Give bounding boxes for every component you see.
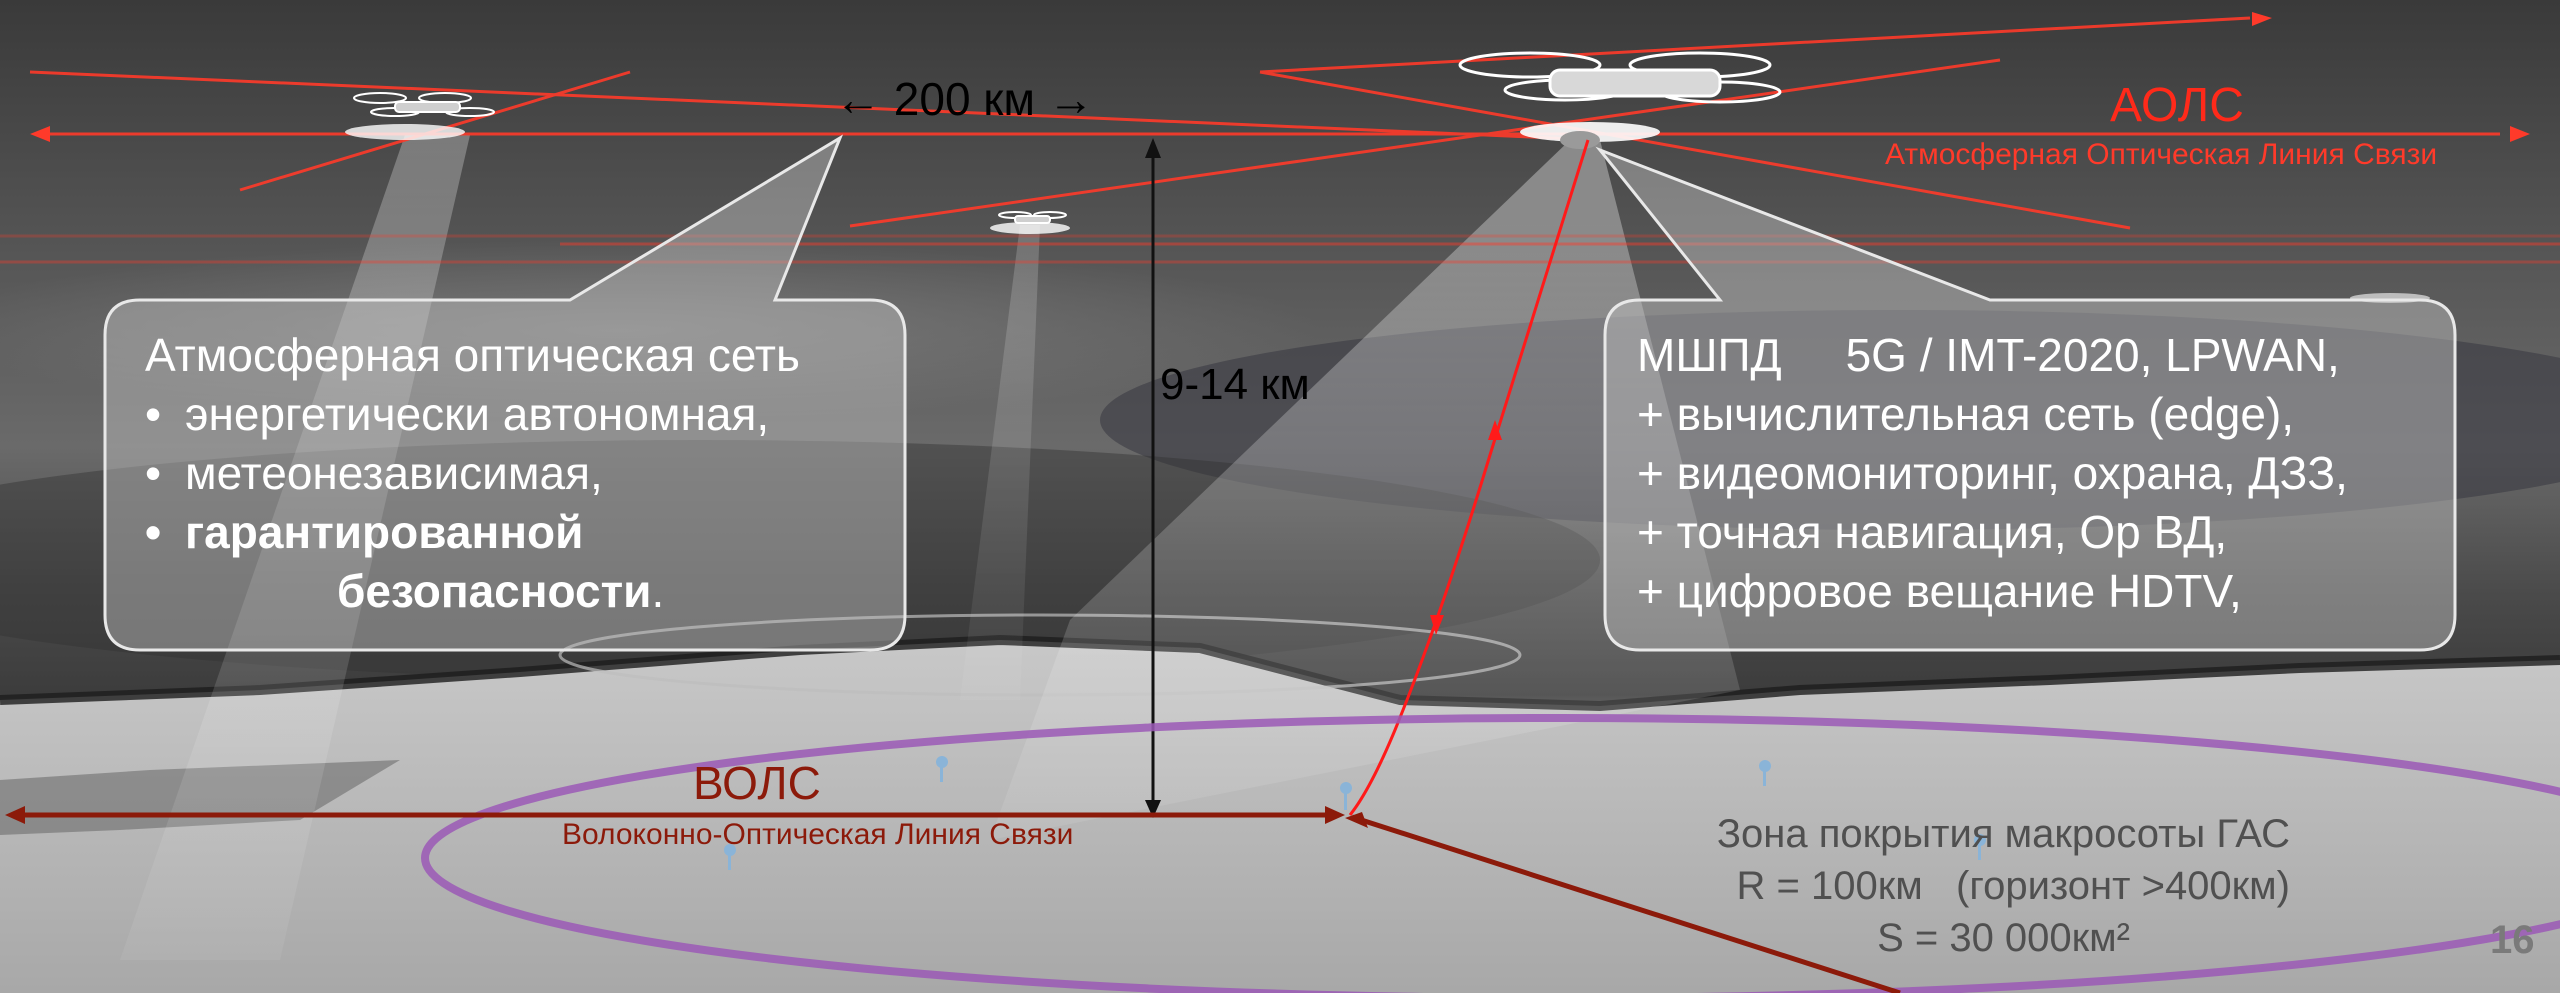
coverage-area: S = 30 000км² [1877,916,2130,960]
base-station-pins [724,756,1986,870]
arrowhead-icon [30,126,50,142]
drone-ground-link [1348,139,1590,816]
aols-laser-links [0,16,2560,264]
arrowhead-icon [2510,126,2530,142]
period: . [651,565,665,617]
aols-full-name: Атмосферная Оптическая Линия Связи [1885,138,2438,171]
glow-mid-drone [990,222,1070,234]
drone-icon [353,92,495,117]
coverage-info: Зона покрытия макросоты ГАС R = 100км (г… [1650,808,2290,964]
left-callout-item-bold: гарантированной [145,503,800,562]
left-callout-item-bold-cont: безопасности. [145,562,800,621]
right-callout-line: МШПД 5G / IMT-2020, LPWAN, [1637,329,2340,381]
glow-left-drone [345,124,465,140]
vols-abbreviation: ВОЛС [693,757,821,809]
beam-main-drone [990,140,1740,840]
callout-bubble-right [1595,146,2457,652]
vols-fiber-line [1351,814,1901,993]
arrowhead-icon [1488,420,1502,440]
vols-full-name: Волоконно-Оптическая Линия Связи [562,818,1074,851]
right-callout-text: МШПД 5G / IMT-2020, LPWAN, + вычислитель… [1637,326,2348,621]
arrowhead-icon [5,806,25,824]
aols-abbreviation: АОЛС [2110,79,2244,132]
arrowhead-icon [1145,138,1161,158]
left-callout-item: энергетически автономная, [145,385,800,444]
coverage-ellipse [421,714,2560,993]
arrowhead-icon [1325,806,1345,824]
page-number: 16 [2490,918,2535,962]
coverage-title: Зона покрытия макросоты ГАС [1716,812,2290,856]
right-callout-line: + видеомониторинг, охрана, ДЗЗ, [1637,447,2348,499]
right-callout-line: + цифровое вещание HDTV, [1637,565,2242,617]
beam-mid-drone [960,225,1040,700]
left-callout-title: Атмосферная оптическая сеть [145,329,800,381]
arrowhead-icon [1345,812,1368,828]
right-callout-line: + вычислительная сеть (edge), [1637,388,2295,440]
right-callout-line: + точная навигация, Ор ВД, [1637,506,2228,558]
arrowhead-icon [1430,615,1444,635]
left-callout-text: Атмосферная оптическая сеть энергетическ… [145,326,800,621]
distance-label: ← 200 км → [835,73,1094,125]
drone-icon [1458,51,1782,149]
left-callout-item: метеонезависимая, [145,444,800,503]
arrowhead-icon [2252,12,2272,26]
coverage-radius: R = 100км (горизонт >400км) [1736,864,2291,908]
altitude-label: 9-14 км [1160,360,1310,409]
bold-text: безопасности [337,565,652,617]
glow-main-drone [1520,122,1660,142]
arrowhead-icon [1145,800,1161,818]
drone-icon [998,211,1067,224]
